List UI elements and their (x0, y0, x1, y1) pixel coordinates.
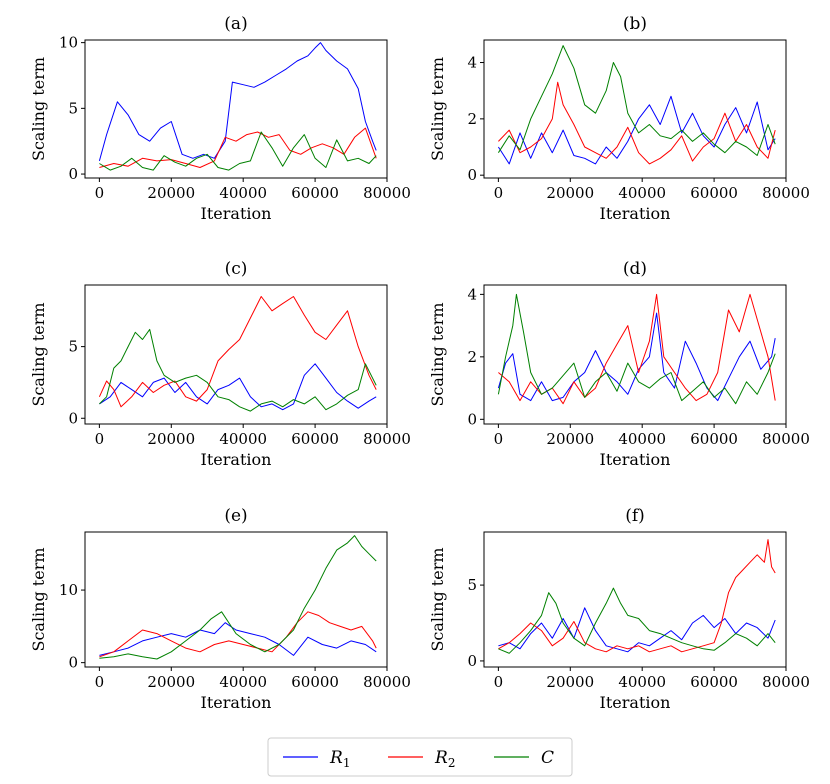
series-line-r2 (498, 293, 776, 405)
plot-frame (84, 284, 388, 425)
y-axis-label: Scaling term (29, 302, 48, 406)
y-axis-label: Scaling term (29, 547, 48, 651)
y-tick-label: 0 (68, 165, 78, 183)
series-line-r1 (99, 363, 377, 411)
x-tick-label: 20000 (546, 430, 594, 448)
x-tick-label: 80000 (762, 673, 810, 691)
series-line-r2 (498, 539, 776, 653)
plot-frame (84, 39, 388, 179)
y-tick-label: 4 (467, 285, 477, 303)
legend-label-c: C (541, 748, 554, 768)
series-line-c (99, 535, 377, 660)
x-tick-label: 80000 (363, 673, 411, 691)
series-line-r2 (498, 81, 776, 165)
x-tick-label: 20000 (147, 430, 195, 448)
y-tick-label: 0 (467, 410, 477, 428)
panel-2: 0 20000 40000 60000 80000 0 5 (c) Iteration Scali… (29, 259, 411, 469)
y-tick-label: 0 (68, 409, 78, 427)
y-axis-label: Scaling term (428, 57, 447, 161)
x-axis-label: Iteration (600, 204, 671, 223)
series-line-c (498, 587, 776, 654)
panel-title: (a) (224, 14, 247, 34)
panel-title: (d) (623, 259, 647, 279)
x-tick-label: 20000 (546, 184, 594, 202)
series-line-c (497, 45, 776, 156)
y-tick-label: 4 (467, 54, 477, 72)
y-tick-label: 0 (467, 652, 477, 670)
y-axis-label: Scaling term (428, 302, 447, 406)
series-line-c (99, 328, 377, 412)
panel-4: 0 20000 40000 60000 80000 0 10 (e) Iteration Scal… (29, 506, 411, 712)
panel-title: (f) (625, 506, 645, 526)
x-tick-label: 80000 (363, 430, 411, 448)
series-line-r2 (98, 296, 377, 408)
series-line-r1 (498, 607, 776, 653)
x-tick-label: 40000 (618, 430, 666, 448)
x-tick-label: 40000 (219, 430, 267, 448)
plot-frame (84, 531, 388, 668)
x-tick-label: 60000 (690, 184, 738, 202)
x-tick-label: 60000 (291, 184, 339, 202)
y-tick-label: 5 (467, 576, 477, 594)
plot-frame (483, 39, 787, 179)
series-line-r2 (99, 611, 377, 658)
panel-5: 0 20000 40000 60000 80000 0 5 (f) Iteration Scali… (428, 506, 810, 712)
x-tick-label: 0 (494, 430, 504, 448)
x-tick-label: 20000 (546, 673, 594, 691)
y-tick-label: 2 (467, 348, 477, 366)
series-line-r1 (497, 95, 776, 165)
legend: R1 R2 C (267, 737, 573, 777)
x-tick-label: 40000 (219, 673, 267, 691)
x-tick-label: 40000 (618, 673, 666, 691)
plot-frame (483, 531, 787, 668)
x-axis-label: Iteration (600, 693, 671, 712)
series-line-c (497, 293, 776, 405)
series-line-r1 (497, 312, 776, 402)
x-tick-label: 0 (494, 673, 504, 691)
x-tick-label: 60000 (291, 430, 339, 448)
x-tick-label: 80000 (363, 184, 411, 202)
y-tick-label: 2 (467, 110, 477, 128)
series-line-r2 (99, 127, 377, 168)
panel-title: (b) (623, 14, 647, 34)
x-axis-label: Iteration (201, 204, 272, 223)
series-line-r1 (99, 622, 377, 656)
y-axis-label: Scaling term (29, 57, 48, 161)
y-tick-label: 0 (467, 166, 477, 184)
x-tick-label: 0 (494, 184, 504, 202)
x-tick-label: 80000 (762, 184, 810, 202)
x-tick-label: 40000 (219, 184, 267, 202)
y-axis-label: Scaling term (428, 547, 447, 651)
panel-3: 0 20000 40000 60000 80000 0 2 4 (d) Iteration Scal… (428, 259, 810, 469)
x-tick-label: 60000 (690, 430, 738, 448)
series-line-r1 (98, 42, 377, 162)
x-tick-label: 60000 (291, 673, 339, 691)
x-tick-label: 0 (95, 430, 105, 448)
x-tick-label: 60000 (690, 673, 738, 691)
x-tick-label: 20000 (147, 184, 195, 202)
panel-title: (e) (224, 506, 247, 526)
x-axis-label: Iteration (201, 450, 272, 469)
y-tick-label: 5 (68, 338, 78, 356)
y-tick-label: 5 (68, 99, 78, 117)
x-tick-label: 20000 (147, 673, 195, 691)
y-tick-label: 10 (59, 34, 78, 52)
x-tick-label: 0 (95, 184, 105, 202)
y-tick-label: 10 (59, 581, 78, 599)
x-tick-label: 0 (95, 673, 105, 691)
panel-0: 0 20000 40000 60000 80000 0 5 10 (a) Iteration Sca… (29, 14, 411, 223)
panel-title: (c) (225, 259, 248, 279)
plot-frame (483, 284, 787, 425)
x-tick-label: 80000 (762, 430, 810, 448)
x-axis-label: Iteration (201, 693, 272, 712)
x-tick-label: 40000 (618, 184, 666, 202)
y-tick-label: 0 (68, 654, 78, 672)
series-line-c (99, 131, 377, 171)
panel-1: 0 20000 40000 60000 80000 0 2 4 (b) Iteration Scal… (428, 14, 810, 223)
x-axis-label: Iteration (600, 450, 671, 469)
